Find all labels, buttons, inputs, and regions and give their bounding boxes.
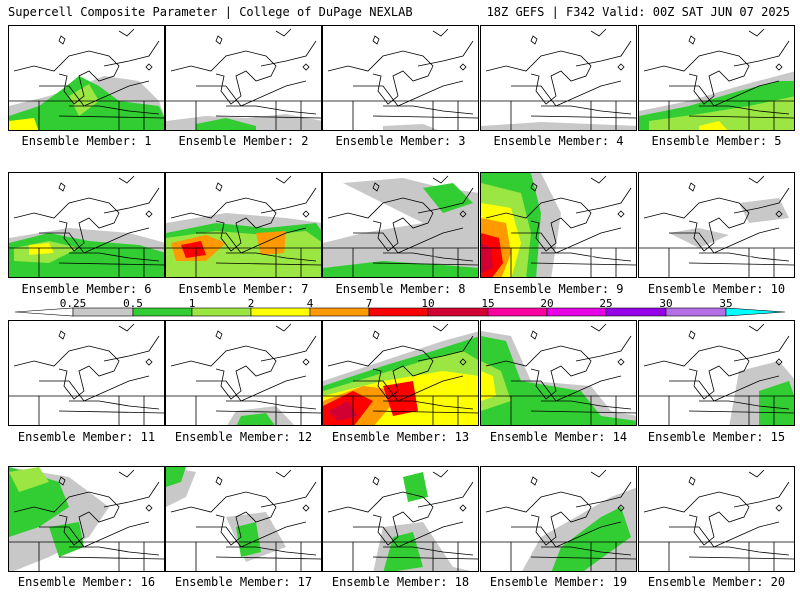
ensemble-member-panel [322, 320, 479, 426]
member-map [166, 175, 321, 277]
member-map [639, 28, 794, 130]
member-label: Ensemble Member: 17 [174, 575, 313, 589]
member-label: Ensemble Member: 6 [21, 282, 152, 296]
member-map [481, 28, 636, 130]
ensemble-member-panel [322, 25, 479, 131]
ensemble-member-panel [480, 320, 637, 426]
member-label: Ensemble Member: 9 [493, 282, 624, 296]
legend-tick-label: 30 [659, 297, 673, 310]
legend-tick-label: 0.25 [59, 297, 87, 310]
member-label: Ensemble Member: 3 [335, 134, 466, 148]
member-map [323, 28, 478, 130]
ensemble-member-panel [638, 320, 795, 426]
ensemble-member-panel [638, 172, 795, 278]
member-map [166, 28, 321, 130]
member-label: Ensemble Member: 20 [647, 575, 786, 589]
ensemble-member-panel [8, 320, 165, 426]
ensemble-member-panel [165, 320, 322, 426]
ensemble-member-panel [480, 466, 637, 572]
ensemble-member-panel [322, 466, 479, 572]
member-label: Ensemble Member: 15 [647, 430, 786, 444]
legend-tick-label: 7 [365, 297, 373, 310]
member-map [323, 175, 478, 277]
member-label: Ensemble Member: 4 [493, 134, 624, 148]
member-label: Ensemble Member: 10 [647, 282, 786, 296]
map-title: Supercell Composite Parameter | College … [8, 5, 413, 19]
ensemble-member-panel [480, 25, 637, 131]
member-label: Ensemble Member: 18 [331, 575, 470, 589]
member-label: Ensemble Member: 1 [21, 134, 152, 148]
legend-tick-label: 10 [421, 297, 435, 310]
legend-tick-label: 2 [247, 297, 255, 310]
ensemble-member-panel [165, 25, 322, 131]
ensemble-member-panel [638, 466, 795, 572]
legend-swatch [191, 307, 252, 317]
legend-swatch [309, 307, 370, 317]
legend-tick-label: 15 [481, 297, 495, 310]
member-label: Ensemble Member: 11 [17, 430, 156, 444]
member-map [9, 28, 164, 130]
ensemble-member-panel [165, 172, 322, 278]
member-label: Ensemble Member: 5 [651, 134, 782, 148]
valid-time: 18Z GEFS | F342 Valid: 00Z SAT JUN 07 20… [486, 5, 790, 19]
member-map [639, 323, 794, 425]
legend-swatch [368, 307, 429, 317]
member-map [481, 323, 636, 425]
member-label: Ensemble Member: 13 [331, 430, 470, 444]
legend-tick-label: 0.5 [123, 297, 143, 310]
ensemble-member-panel [165, 466, 322, 572]
ensemble-member-panel [322, 172, 479, 278]
member-label: Ensemble Member: 8 [335, 282, 466, 296]
ensemble-member-panel [8, 172, 165, 278]
ensemble-member-panel [480, 172, 637, 278]
ensemble-member-panel [8, 25, 165, 131]
legend-swatch [546, 307, 607, 317]
member-map [323, 323, 478, 425]
legend-tick-label: 1 [188, 297, 196, 310]
member-map [9, 323, 164, 425]
member-map [166, 323, 321, 425]
member-label: Ensemble Member: 7 [178, 282, 309, 296]
member-map [481, 469, 636, 571]
legend-swatch [605, 307, 667, 317]
member-map [481, 173, 636, 277]
legend-swatch [487, 307, 548, 317]
legend-swatch [427, 307, 489, 317]
member-label: Ensemble Member: 16 [17, 575, 156, 589]
legend-tick-label: 35 [719, 297, 733, 310]
legend-swatch [665, 307, 727, 317]
member-map [166, 467, 321, 571]
legend-swatch [725, 307, 786, 317]
member-label: Ensemble Member: 14 [489, 430, 628, 444]
color-legend [14, 307, 786, 317]
member-label: Ensemble Member: 2 [178, 134, 309, 148]
member-map [639, 175, 794, 277]
legend-tick-label: 4 [306, 297, 314, 310]
legend-tick-label: 20 [540, 297, 554, 310]
ensemble-member-panel [638, 25, 795, 131]
legend-swatch [250, 307, 311, 317]
legend-tick-label: 25 [599, 297, 613, 310]
member-map [9, 467, 164, 571]
member-map [323, 469, 478, 571]
member-label: Ensemble Member: 12 [174, 430, 313, 444]
member-map [639, 469, 794, 571]
member-map [9, 175, 164, 277]
member-label: Ensemble Member: 19 [489, 575, 628, 589]
ensemble-member-panel [8, 466, 165, 572]
